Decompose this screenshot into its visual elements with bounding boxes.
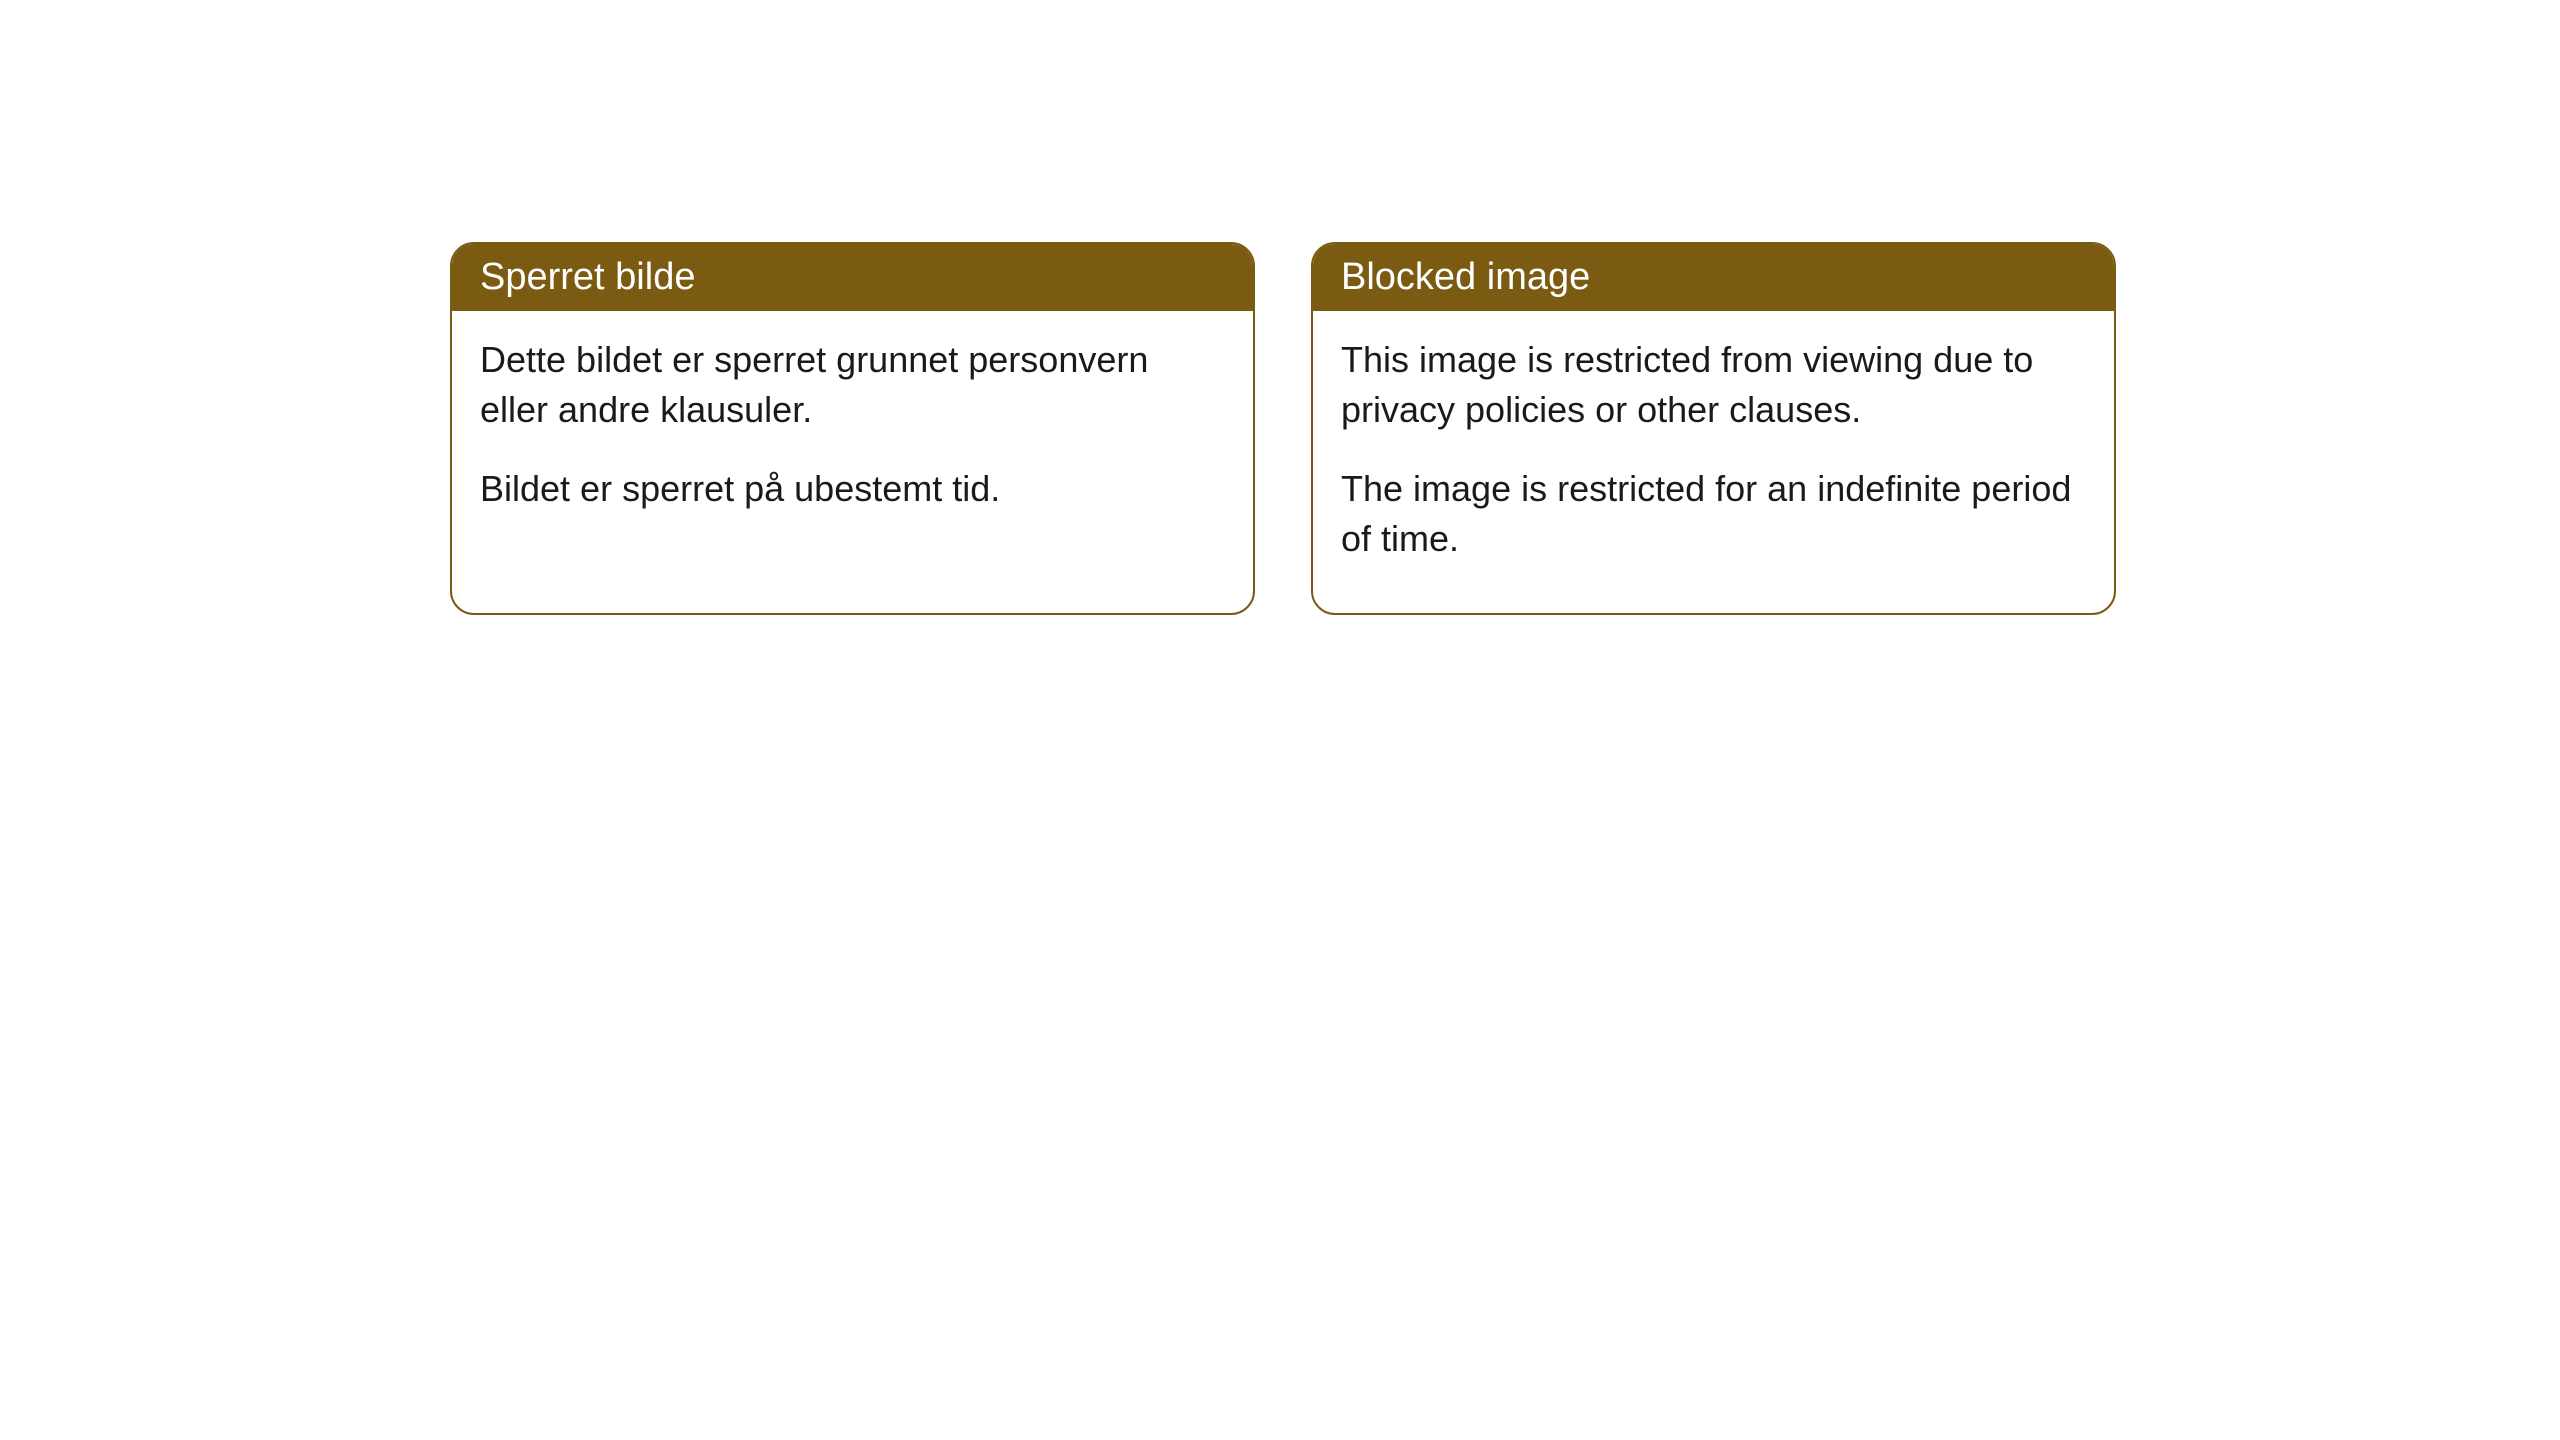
notification-cards-container: Sperret bilde Dette bildet er sperret gr… (450, 242, 2116, 615)
card-body-norwegian: Dette bildet er sperret grunnet personve… (452, 311, 1253, 562)
card-header-norwegian: Sperret bilde (452, 244, 1253, 311)
card-paragraph: Bildet er sperret på ubestemt tid. (480, 464, 1225, 514)
notification-card-english: Blocked image This image is restricted f… (1311, 242, 2116, 615)
card-paragraph: Dette bildet er sperret grunnet personve… (480, 335, 1225, 436)
card-paragraph: The image is restricted for an indefinit… (1341, 464, 2086, 565)
notification-card-norwegian: Sperret bilde Dette bildet er sperret gr… (450, 242, 1255, 615)
card-title: Blocked image (1341, 256, 1590, 298)
card-paragraph: This image is restricted from viewing du… (1341, 335, 2086, 436)
card-header-english: Blocked image (1313, 244, 2114, 311)
card-title: Sperret bilde (480, 256, 695, 298)
card-body-english: This image is restricted from viewing du… (1313, 311, 2114, 613)
